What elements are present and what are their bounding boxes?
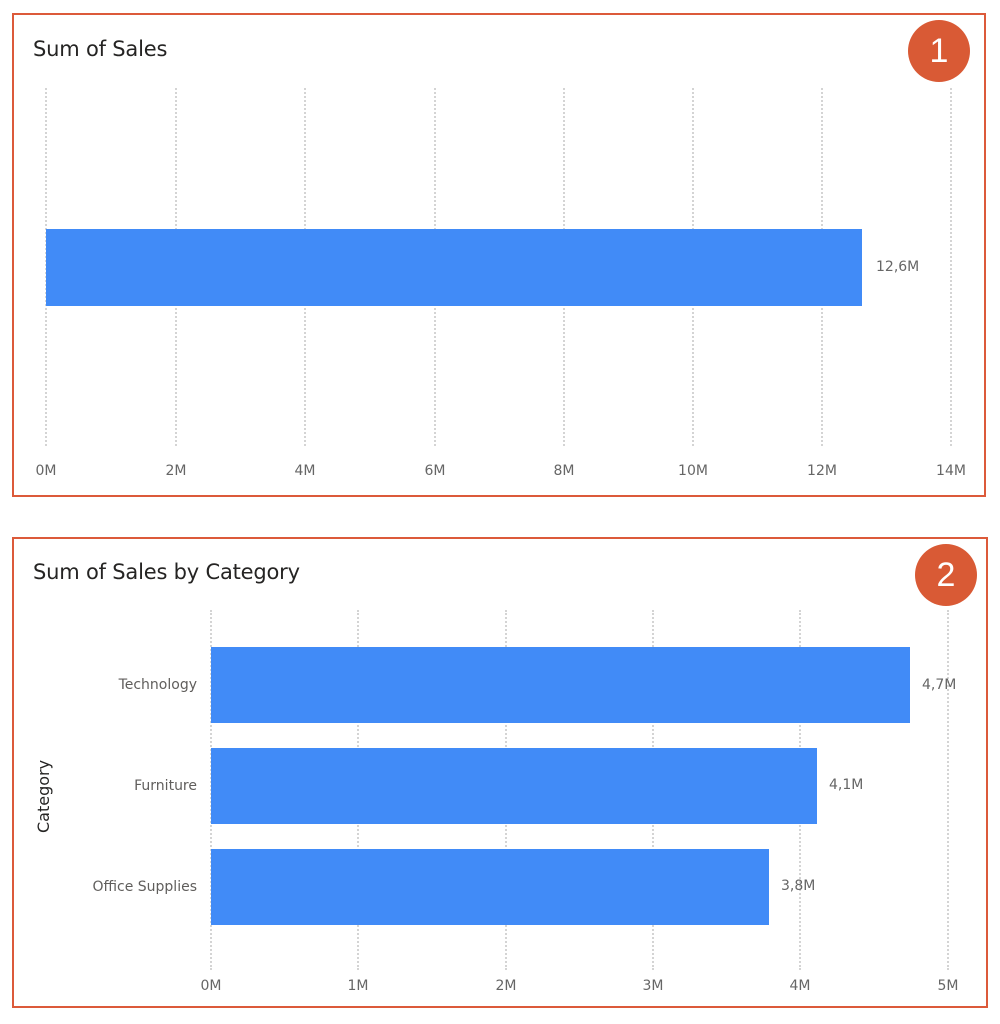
x-tick: 0M <box>200 978 222 994</box>
x-tick: 1M <box>347 978 369 994</box>
x-tick: 8M <box>553 463 575 479</box>
category-label: Furniture <box>134 778 197 794</box>
y-axis-title: Category <box>34 759 53 833</box>
x-tick: 0M <box>35 463 57 479</box>
bar-furniture[interactable] <box>211 748 817 824</box>
bar-technology[interactable] <box>211 647 910 723</box>
x-tick: 6M <box>424 463 446 479</box>
x-tick: 10M <box>678 463 708 479</box>
chart-title: Sum of Sales by Category <box>33 560 300 584</box>
data-label: 3,8M <box>781 878 816 894</box>
category-label: Technology <box>118 677 197 693</box>
x-tick: 4M <box>294 463 316 479</box>
bar-office-supplies[interactable] <box>211 849 769 925</box>
data-label: 12,6M <box>876 259 920 275</box>
number-badge-1: 1 <box>908 20 970 82</box>
x-tick: 2M <box>165 463 187 479</box>
data-label: 4,1M <box>829 777 864 793</box>
number-badge-2: 2 <box>915 544 977 606</box>
chart-title: Sum of Sales <box>33 37 168 61</box>
x-tick: 5M <box>937 978 959 994</box>
x-tick: 2M <box>495 978 517 994</box>
data-label: 4,7M <box>922 677 957 693</box>
x-tick: 3M <box>642 978 664 994</box>
category-label: Office Supplies <box>92 879 197 895</box>
x-tick: 4M <box>789 978 811 994</box>
bar-total-sales[interactable] <box>46 229 862 306</box>
x-tick: 14M <box>936 463 966 479</box>
x-tick: 12M <box>807 463 837 479</box>
